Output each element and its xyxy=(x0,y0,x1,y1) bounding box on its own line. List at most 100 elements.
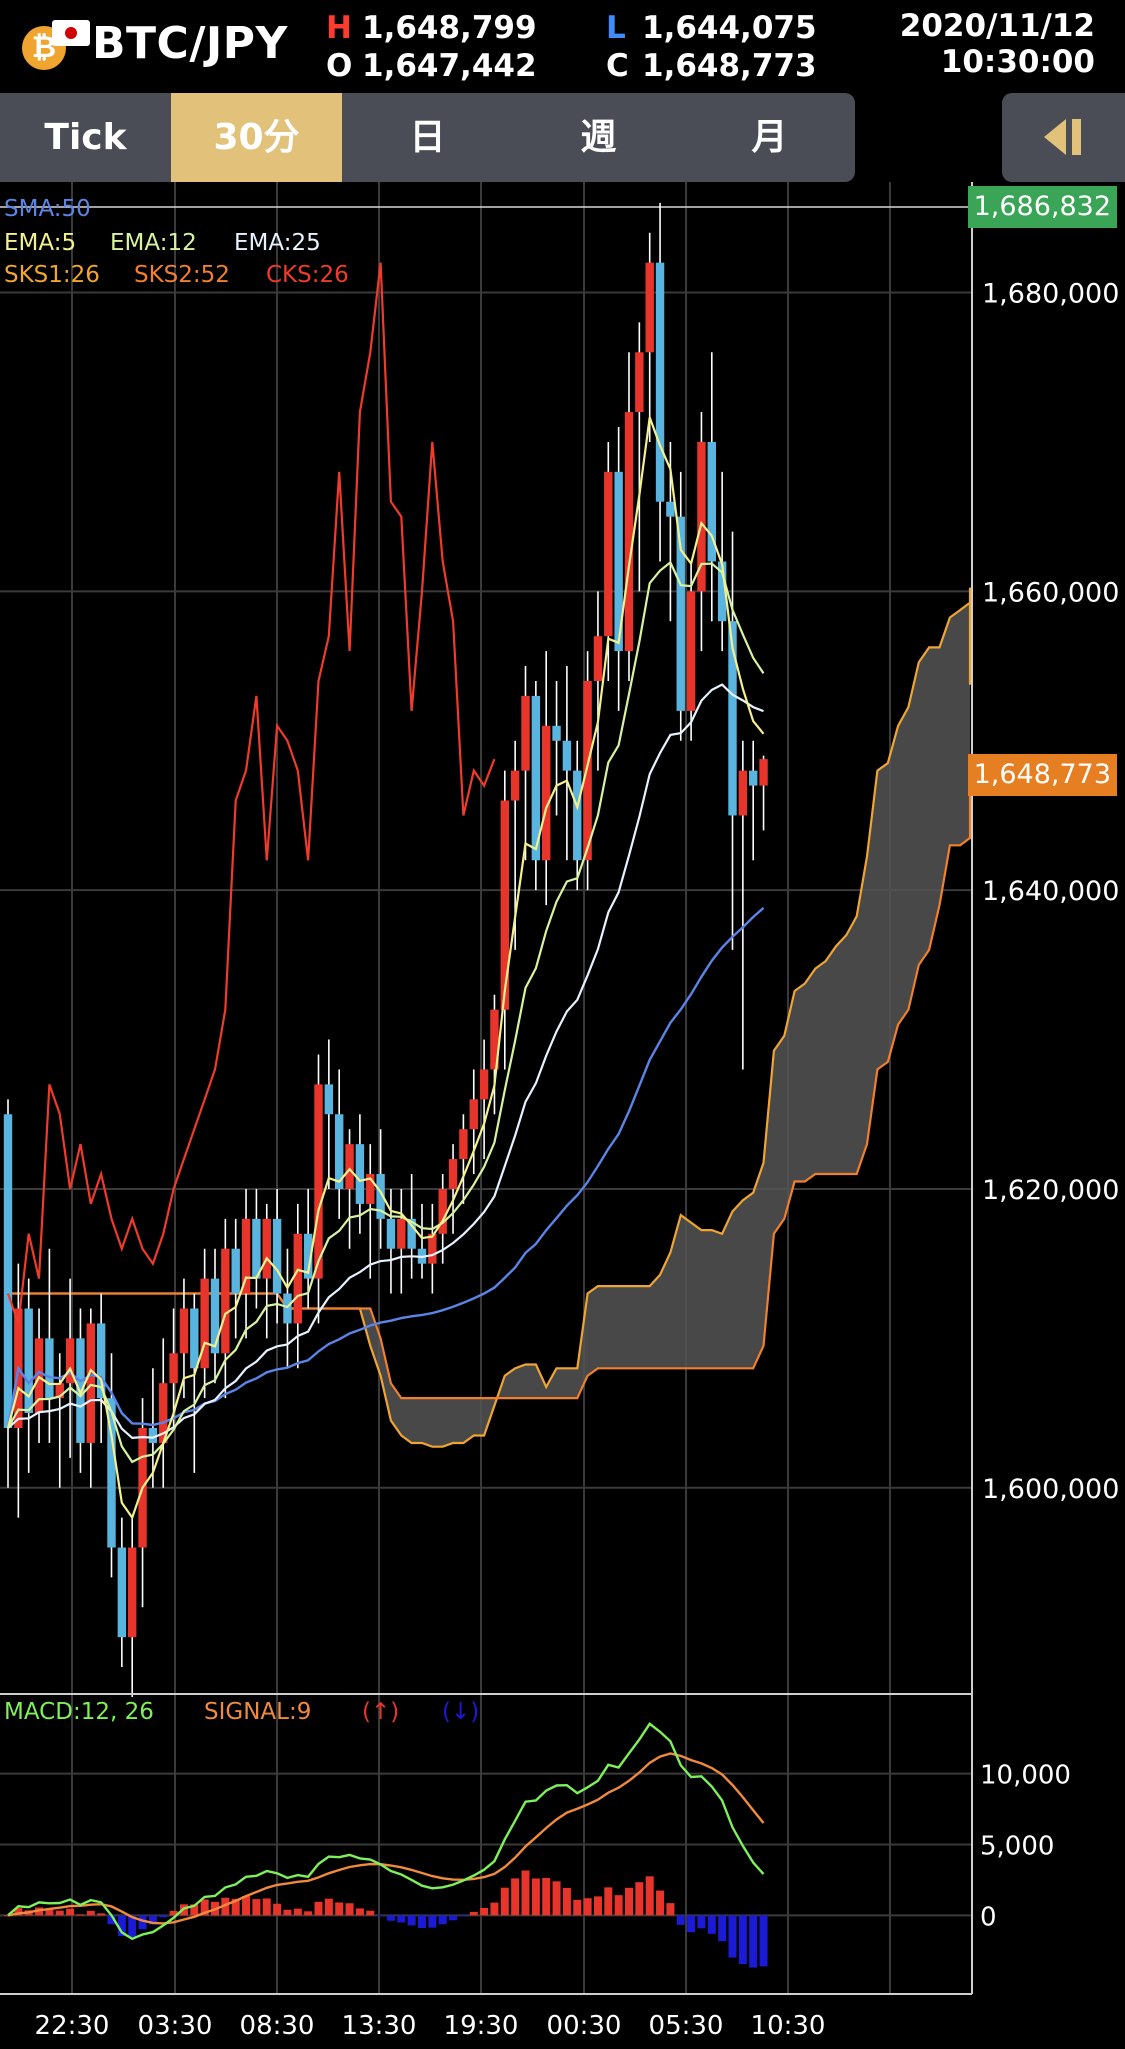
macd-hist-down xyxy=(438,1915,447,1925)
macd-hist-up xyxy=(86,1910,95,1916)
tab-month[interactable]: 月 xyxy=(751,117,788,158)
macd-hist-down xyxy=(128,1915,137,1938)
macd-legend: MACD:12, 26 SIGNAL:9 (↑) (↓) xyxy=(4,1699,479,1725)
macd-hist-up xyxy=(531,1878,540,1916)
macd-hist-down xyxy=(738,1915,747,1965)
candle-down xyxy=(283,1293,292,1324)
macd-hist-up xyxy=(521,1870,530,1916)
macd-hist-up xyxy=(656,1890,665,1916)
candle-up xyxy=(293,1233,302,1324)
candle-up xyxy=(448,1159,458,1189)
candle-down xyxy=(386,1218,396,1249)
candle-down xyxy=(707,441,716,562)
legend-ema25: EMA:25 xyxy=(234,230,321,256)
tab-30min[interactable]: 30分 xyxy=(171,93,342,182)
legend-macd: MACD:12, 26 xyxy=(4,1699,154,1725)
candle-up xyxy=(169,1353,178,1384)
candle-up xyxy=(686,591,696,711)
candle-up xyxy=(604,471,613,637)
indicator-lines xyxy=(6,262,765,1521)
macd-tick-label: 0 xyxy=(980,1902,997,1932)
ichimoku-cloud xyxy=(8,587,972,1448)
time-tick-label: 08:30 xyxy=(240,2011,315,2041)
candle-down xyxy=(666,501,675,517)
japan-flag-icon xyxy=(52,20,90,46)
tab-day[interactable]: 日 xyxy=(409,117,446,158)
macd-hist-down xyxy=(418,1915,426,1929)
signal-line xyxy=(7,1752,765,1925)
candle-down xyxy=(303,1233,313,1279)
open-label: O xyxy=(326,48,353,84)
macd-hist-up xyxy=(625,1887,633,1916)
candle-up xyxy=(500,800,509,1010)
tab-tick[interactable]: Tick xyxy=(44,117,127,158)
macd-hist-down xyxy=(428,1915,437,1928)
candle-down xyxy=(573,770,582,861)
time-tick-label: 00:30 xyxy=(547,2011,622,2041)
legend: SMA:50 EMA:5 EMA:12 EMA:25 SKS1:26 SKS2:… xyxy=(4,196,349,288)
high-value: H 1,648,799 xyxy=(326,10,537,46)
macd-tick-label: 5,000 xyxy=(980,1832,1054,1862)
legend-ema12: EMA:12 xyxy=(110,230,197,256)
macd-hist-up xyxy=(511,1878,520,1916)
macd-hist-down xyxy=(148,1915,157,1925)
ema12-line xyxy=(7,560,765,1464)
candle-up xyxy=(593,636,603,681)
candle-up xyxy=(490,1009,499,1070)
macd-hist-up xyxy=(335,1902,344,1916)
price-tick-label: 1,640,000 xyxy=(982,876,1119,907)
candle-down xyxy=(210,1278,220,1354)
legend-ema5: EMA:5 xyxy=(4,230,76,256)
candle-down xyxy=(252,1218,261,1279)
high-label: H xyxy=(326,10,352,46)
macd-hist-down xyxy=(117,1915,126,1937)
macd-hist-up xyxy=(304,1911,313,1916)
candle-down xyxy=(531,695,541,861)
candle-up xyxy=(583,680,592,861)
close-value: C 1,648,773 xyxy=(606,48,817,84)
ema25-line xyxy=(7,683,764,1440)
tab-week[interactable]: 週 xyxy=(580,117,617,158)
low-label: L xyxy=(606,10,626,46)
axes: 1,600,000 1,620,000 1,640,000 1,660,000 1,68… xyxy=(0,182,1119,2041)
candle-down xyxy=(45,1338,54,1399)
macd-hist-up xyxy=(324,1898,333,1916)
collapse-panel-button[interactable] xyxy=(1002,93,1125,182)
macd-hist-up xyxy=(66,1908,75,1916)
macd-hist-up xyxy=(45,1909,54,1916)
candle-up xyxy=(438,1188,447,1234)
candle-down xyxy=(148,1428,158,1443)
candle-down xyxy=(190,1308,199,1369)
candle-up xyxy=(738,770,748,816)
candle-down xyxy=(562,740,572,771)
macd-hist-up xyxy=(221,1897,230,1916)
macd-hist-up xyxy=(469,1911,478,1916)
candle-up xyxy=(221,1248,230,1354)
candle-up xyxy=(479,1069,489,1100)
candle-down xyxy=(376,1174,385,1219)
candle-down xyxy=(96,1323,106,1399)
candle-down xyxy=(407,1218,416,1249)
candlesticks xyxy=(3,202,768,1697)
candle-up xyxy=(624,412,634,652)
macd-hist-up xyxy=(604,1887,613,1916)
candle-up xyxy=(34,1338,44,1414)
macd-hist-up xyxy=(14,1908,23,1916)
candle-up xyxy=(469,1099,478,1130)
timeframe-tabs: Tick 30分 日 週 月 xyxy=(0,93,855,182)
candle-up xyxy=(510,770,520,801)
legend-sks2: SKS2:52 xyxy=(134,262,230,288)
macd-hist-up xyxy=(635,1882,644,1916)
cloud-fill xyxy=(8,587,970,1447)
ema5-line xyxy=(6,417,765,1521)
candle-down xyxy=(552,725,561,741)
macd-hist-down xyxy=(728,1915,737,1958)
macd-hist-down xyxy=(749,1915,758,1968)
chart-area[interactable]: 1,600,000 1,620,000 1,640,000 1,660,000 1,68… xyxy=(0,182,1125,2049)
candle-down xyxy=(24,1308,33,1414)
legend-signal: SIGNAL:9 xyxy=(204,1699,311,1725)
date-text: 2020/11/12 xyxy=(899,8,1095,44)
macd-hist-down xyxy=(718,1915,727,1942)
sma50-line xyxy=(6,907,765,1429)
macd-hist-down xyxy=(397,1915,406,1923)
